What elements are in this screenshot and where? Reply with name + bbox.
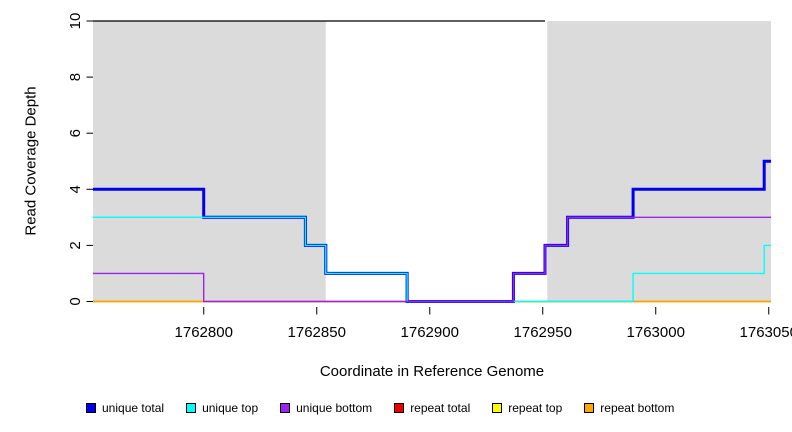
- x-tick-label: 1763000: [627, 324, 685, 341]
- legend-label: repeat total: [410, 401, 471, 415]
- legend-swatch-repeat-top: [492, 403, 503, 413]
- legend-swatch-unique-top: [186, 403, 197, 413]
- legend-label: unique bottom: [296, 401, 373, 415]
- legend-label: unique top: [202, 401, 259, 415]
- shaded-region: [93, 21, 326, 302]
- y-axis-title: Read Coverage Depth: [22, 86, 40, 236]
- legend-label: unique total: [102, 401, 165, 415]
- y-tick-label: 0: [67, 297, 84, 305]
- legend-item: repeat bottom: [584, 401, 674, 415]
- x-tick-label: 1762900: [401, 324, 459, 341]
- y-tick-label: 6: [67, 129, 84, 137]
- legend-item: unique top: [186, 401, 258, 415]
- legend-swatch-repeat-total: [394, 403, 405, 413]
- x-tick-label: 1762800: [175, 324, 233, 341]
- legend-label: repeat top: [508, 401, 563, 415]
- y-tick-label: 8: [67, 73, 84, 81]
- legend-swatch-unique-total: [86, 403, 96, 413]
- y-tick-label: 2: [67, 241, 84, 249]
- legend-swatch-repeat-bottom: [584, 403, 595, 413]
- x-axis-title: Coordinate in Reference Genome: [319, 363, 545, 380]
- legend-item: unique total: [86, 401, 164, 415]
- x-tick-label: 1762850: [288, 324, 346, 341]
- x-tick-label: 1762950: [514, 324, 572, 341]
- shaded-region: [547, 21, 771, 302]
- legend-item: repeat total: [394, 401, 470, 415]
- legend: unique total unique top unique bottom repea…: [86, 398, 674, 418]
- y-tick-label: 10: [67, 13, 84, 30]
- series-unique-top: [93, 216, 771, 303]
- legend-label: repeat bottom: [600, 401, 675, 415]
- legend-item: repeat top: [492, 401, 562, 415]
- legend-item: unique bottom: [280, 401, 372, 415]
- series-unique-bottom: [93, 216, 771, 303]
- legend-swatch-unique-bottom: [280, 403, 291, 413]
- y-tick-label: 4: [67, 185, 84, 193]
